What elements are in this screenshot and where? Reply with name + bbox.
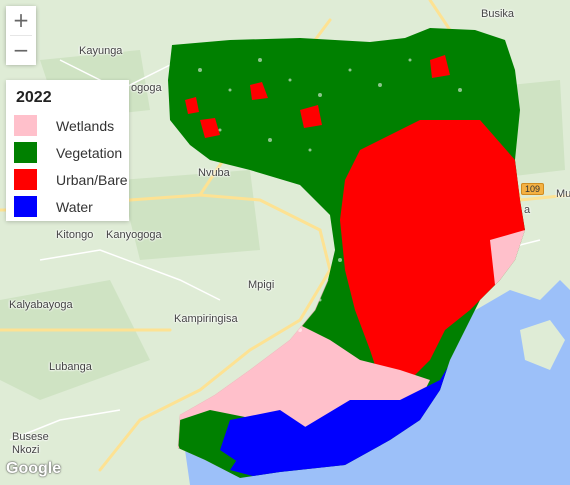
urban-patches bbox=[185, 55, 450, 138]
legend-label-urban-bare: Urban/Bare bbox=[56, 171, 128, 188]
legend-item-urban-bare: Urban/Bare bbox=[14, 166, 129, 193]
legend-swatch-wetlands bbox=[14, 115, 37, 136]
legend-panel: 2022 Wetlands Vegetation Urban/Bare Wate… bbox=[6, 80, 129, 221]
road-number-badge: 109 bbox=[521, 183, 545, 195]
region-outline bbox=[177, 279, 329, 449]
water-west bbox=[220, 410, 310, 470]
place-kampiringisa: Kampiringisa bbox=[174, 313, 238, 325]
place-kitongo: Kitongo bbox=[56, 229, 94, 241]
urban-layer bbox=[340, 120, 525, 400]
legend-item-vegetation: Vegetation bbox=[14, 139, 129, 166]
place-lubanga: Lubanga bbox=[49, 361, 92, 373]
place-busese: Busese bbox=[12, 431, 49, 443]
legend-label-wetlands: Wetlands bbox=[56, 117, 115, 134]
place-kalyabayoga: Kalyabayoga bbox=[9, 299, 73, 311]
zoom-control: + − bbox=[6, 6, 36, 65]
legend-item-wetlands: Wetlands bbox=[14, 112, 129, 139]
legend-label-water: Water bbox=[56, 198, 93, 215]
place-busika: Busika bbox=[481, 8, 515, 20]
place-mu: Mu bbox=[556, 188, 570, 200]
legend-title: 2022 bbox=[16, 89, 52, 106]
legend-swatch-water bbox=[14, 196, 37, 217]
google-logo[interactable]: Google bbox=[6, 460, 62, 477]
place-kayunga: Kayunga bbox=[79, 45, 123, 57]
place-kanyogoga: Kanyogoga bbox=[106, 229, 162, 241]
place-nvuba: Nvuba bbox=[198, 167, 230, 179]
legend-swatch-vegetation bbox=[14, 142, 37, 163]
place-ogoga: ogoga bbox=[131, 82, 162, 94]
zoom-in-button[interactable]: + bbox=[6, 6, 36, 35]
lake-island bbox=[520, 320, 565, 370]
legend-swatch-urban-bare bbox=[14, 169, 37, 190]
legend-item-water: Water bbox=[14, 193, 129, 220]
legend-label-vegetation: Vegetation bbox=[56, 144, 123, 161]
place-nkozi: Nkozi bbox=[12, 444, 40, 456]
vegetation-speckle bbox=[198, 58, 462, 332]
place-ya: a bbox=[524, 204, 531, 216]
place-mpigi: Mpigi bbox=[248, 279, 275, 291]
zoom-out-button[interactable]: − bbox=[6, 36, 36, 65]
zoom-divider bbox=[10, 35, 32, 36]
